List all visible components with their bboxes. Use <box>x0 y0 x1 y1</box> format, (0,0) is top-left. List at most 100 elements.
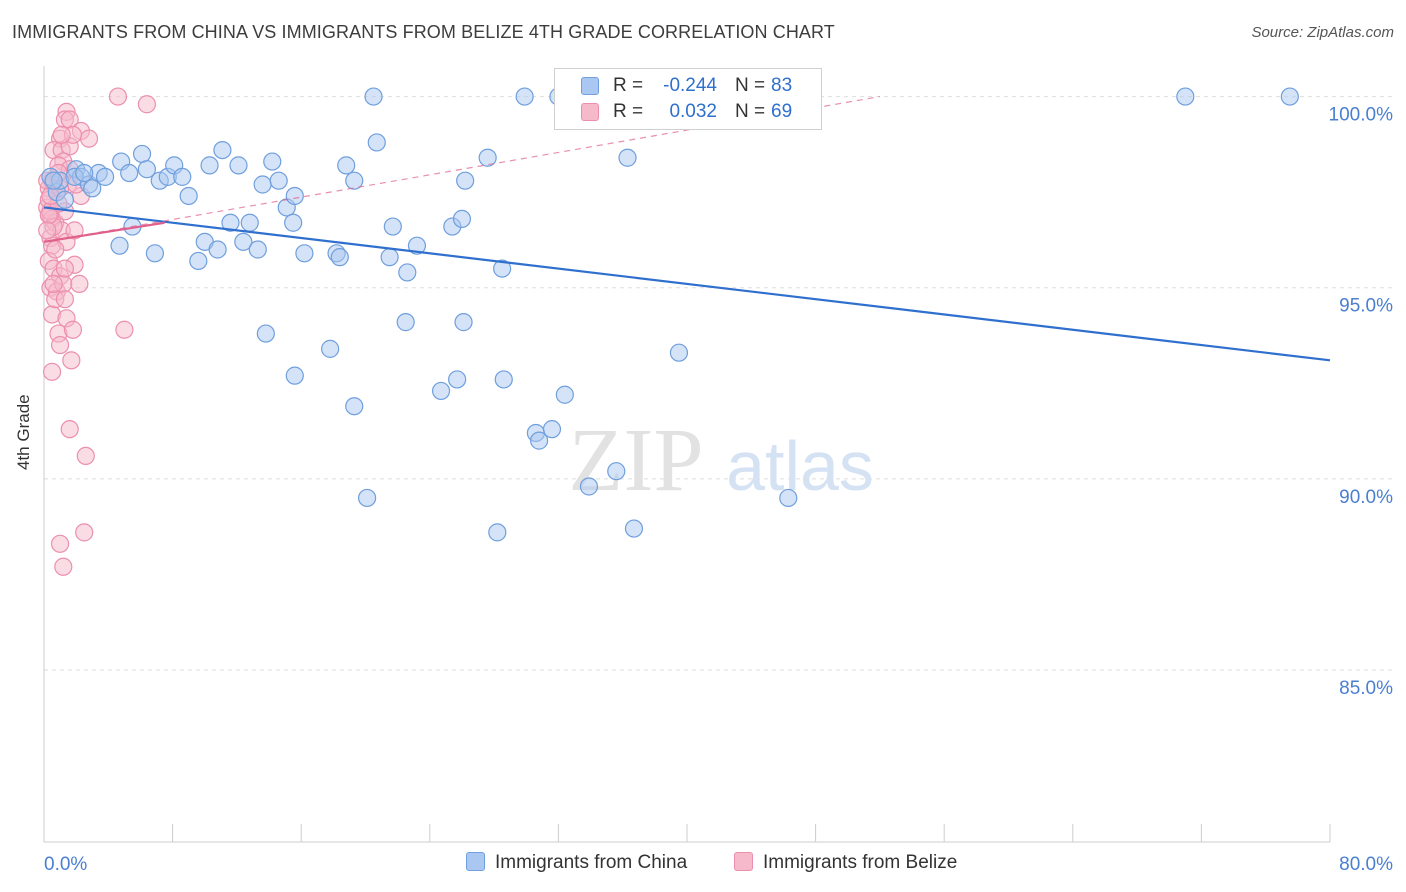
china-point-30 <box>456 171 475 190</box>
china-point-47 <box>398 263 417 282</box>
china-point-74 <box>618 148 637 167</box>
china-point-33 <box>145 244 165 263</box>
china-point-81 <box>44 171 63 190</box>
legend-swatch-china <box>581 77 599 95</box>
china-point-50 <box>452 209 472 229</box>
china-point-27 <box>345 171 364 190</box>
china-point-58 <box>448 370 467 389</box>
china-point-40 <box>248 240 267 259</box>
china-point-72 <box>364 87 383 106</box>
belize-point-43 <box>60 420 79 439</box>
belize-point-47 <box>54 557 73 576</box>
bottom-legend-swatch-china <box>466 852 485 871</box>
belize-point-38 <box>63 320 83 339</box>
china-point-28 <box>367 133 386 152</box>
y-tick-label-3: 100.0% <box>1329 105 1394 126</box>
china-point-12 <box>137 160 156 179</box>
stats-legend: R = -0.244 N = 83 R = 0.032 N = 69 <box>554 68 822 130</box>
china-point-22 <box>263 152 282 171</box>
china-point-37 <box>221 213 240 232</box>
belize-point-7 <box>79 129 99 148</box>
belize-point-68 <box>55 259 74 278</box>
belize-point-64 <box>46 240 65 259</box>
belize-point-41 <box>42 362 62 381</box>
belize-point-44 <box>76 446 95 466</box>
china-point-73 <box>515 87 534 106</box>
watermark-atlas: atlas <box>726 427 874 505</box>
china-point-69 <box>779 488 798 508</box>
china-point-44 <box>330 248 349 267</box>
china-point-11 <box>132 144 152 164</box>
china-point-71 <box>488 523 507 542</box>
china-point-45 <box>383 217 402 236</box>
china-point-17 <box>179 186 198 206</box>
china-point-42 <box>295 244 314 263</box>
china-point-26 <box>337 156 356 175</box>
legend-swatch-belize <box>581 103 599 121</box>
legend-r-value: 0.032 <box>669 101 717 122</box>
belize-point-42 <box>115 320 134 339</box>
china-point-16 <box>173 167 192 186</box>
china-point-10 <box>120 163 139 183</box>
y-tick-label-2: 95.0% <box>1339 296 1393 317</box>
tick-labels: 85.0% 90.0% 95.0% 100.0% 0.0% 80.0% <box>44 105 1393 875</box>
china-point-38 <box>234 232 253 251</box>
china-point-63 <box>542 420 562 439</box>
china-point-76 <box>1176 87 1195 106</box>
china-point-65 <box>579 477 599 496</box>
gridlines <box>44 96 1392 671</box>
bottom-legend-label-belize: Immigrants from Belize <box>763 852 958 873</box>
china-point-77 <box>1280 87 1299 106</box>
y-axis-label: 4th Grade <box>14 394 33 470</box>
watermark: ZIP atlas <box>569 411 874 510</box>
china-point-51 <box>493 259 512 278</box>
legend-r-label: R = <box>613 75 644 96</box>
china-point-46 <box>380 248 399 267</box>
legend-n-value: 69 <box>771 101 793 122</box>
bottom-legend-china: Immigrants from China <box>466 852 687 874</box>
chart-title: IMMIGRANTS FROM CHINA VS IMMIGRANTS FROM… <box>12 22 835 42</box>
belize-point-45 <box>75 523 94 542</box>
china-point-56 <box>396 313 415 332</box>
china-point-80 <box>83 179 102 198</box>
china-point-36 <box>208 240 227 259</box>
china-point-82 <box>75 163 94 183</box>
belize-point-40 <box>62 351 81 370</box>
china-point-23 <box>269 171 288 190</box>
china-point-18 <box>200 156 219 175</box>
china-point-67 <box>624 519 644 538</box>
china-point-39 <box>240 213 259 232</box>
legend-n-label: N = <box>735 101 766 122</box>
china-point-32 <box>110 236 129 255</box>
belize-point-0 <box>108 87 128 106</box>
belize-trend-line <box>43 221 165 243</box>
bottom-legend-swatch-belize <box>734 852 753 871</box>
china-point-3 <box>55 190 74 209</box>
belize-point-26 <box>65 221 84 240</box>
china-point-59 <box>454 313 473 332</box>
bottom-legend-label-china: Immigrants from China <box>495 852 688 873</box>
legend-n-value: 83 <box>771 75 793 96</box>
bottom-legend-belize: Immigrants from Belize <box>734 852 957 874</box>
belize-point-1 <box>137 95 156 114</box>
china-point-52 <box>256 324 275 343</box>
china-series <box>41 87 1299 542</box>
china-point-34 <box>189 251 208 271</box>
china-point-66 <box>607 462 626 481</box>
china-point-64 <box>555 385 574 404</box>
china-trend-line <box>43 206 1331 362</box>
china-point-19 <box>213 140 232 160</box>
belize-point-39 <box>50 335 70 355</box>
belize-point-66 <box>52 125 71 144</box>
legend-r-value: -0.244 <box>663 75 717 96</box>
china-point-57 <box>431 381 451 401</box>
belize-point-34 <box>70 274 89 293</box>
belize-point-46 <box>50 534 70 553</box>
legend-r-label: R = <box>613 101 644 122</box>
china-point-48 <box>407 236 427 255</box>
china-point-60 <box>494 370 513 389</box>
x-tick-label-0: 0.0% <box>44 854 87 875</box>
china-point-54 <box>321 339 340 358</box>
belize-point-67 <box>44 274 63 293</box>
